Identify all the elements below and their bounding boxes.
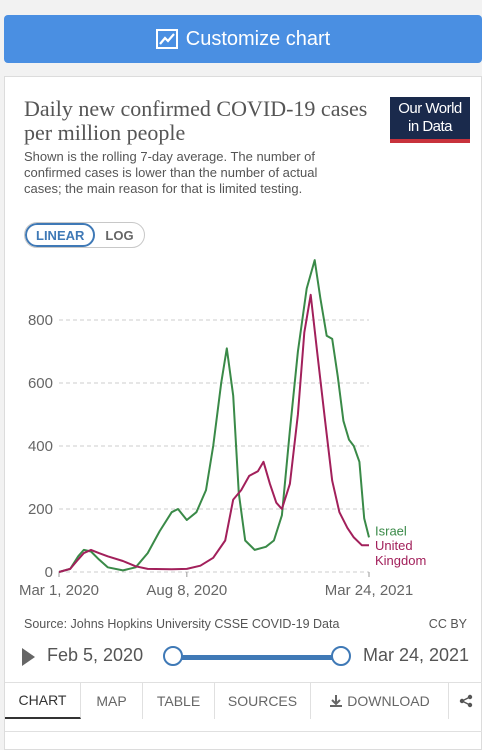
- logo-line-1: Our World: [398, 100, 462, 117]
- tab-bar: CHART MAP TABLE SOURCES DOWNLOAD: [5, 682, 482, 719]
- series-label-line: Kingdom: [375, 553, 426, 568]
- timeline-end-label: Mar 24, 2021: [363, 645, 470, 665]
- chart-card: Daily new confirmed COVID-19 cases per m…: [4, 76, 482, 750]
- customize-chart-label: Customize chart: [185, 27, 331, 50]
- chart-title: Daily new confirmed COVID-19 cases per m…: [24, 96, 368, 145]
- source-note[interactable]: Source: Johns Hopkins University CSSE CO…: [24, 617, 340, 631]
- series-label: United Kingdom: [375, 538, 426, 568]
- line-chart-icon: [155, 29, 178, 49]
- tab-table[interactable]: TABLE: [143, 683, 215, 719]
- license-label[interactable]: CC BY: [428, 617, 467, 631]
- share-icon: [459, 694, 473, 708]
- tab-map[interactable]: MAP: [81, 683, 143, 719]
- timeline-start-label: Feb 5, 2020: [47, 645, 144, 665]
- y-tick-label: 800: [28, 312, 53, 329]
- logo-line-2: in Data: [407, 118, 453, 135]
- tab-chart[interactable]: CHART: [5, 683, 81, 719]
- tab-download[interactable]: DOWNLOAD: [311, 683, 449, 719]
- timeline-track[interactable]: [173, 655, 341, 660]
- series-label-line: United: [375, 538, 413, 553]
- x-tick-label: Mar 1, 2020: [19, 582, 99, 599]
- line-chart: 0 200 400 600 800 Mar 1, 2020 Aug 8, 2020 Mar 2…: [19, 259, 426, 599]
- owid-logo[interactable]: Our World in Data: [390, 97, 470, 143]
- x-tick-label: Aug 8, 2020: [146, 582, 227, 599]
- chart-subtitle: Shown is the rolling 7-day average. The …: [24, 149, 318, 196]
- y-tick-label: 400: [28, 438, 53, 455]
- series-line: [58, 259, 370, 573]
- y-tick-label: 0: [45, 564, 53, 581]
- share-button[interactable]: [449, 683, 482, 719]
- tab-sources[interactable]: SOURCES: [215, 683, 311, 719]
- linear-scale-option[interactable]: LINEAR: [25, 223, 96, 247]
- y-tick-label: 600: [28, 375, 53, 392]
- scale-toggle: LINEAR LOG: [24, 222, 145, 248]
- tab-download-label: DOWNLOAD: [347, 693, 430, 709]
- timeline: Feb 5, 2020 Mar 24, 2021: [5, 643, 482, 671]
- timeline-end-handle[interactable]: [331, 646, 351, 666]
- y-tick-label: 200: [28, 501, 53, 518]
- series-label: Israel: [375, 523, 407, 538]
- download-icon: [330, 695, 343, 707]
- customize-chart-button[interactable]: Customize chart: [4, 15, 482, 63]
- series-line: [58, 293, 369, 573]
- play-icon[interactable]: [22, 648, 35, 666]
- bottom-rule: [5, 731, 482, 732]
- x-tick-label: Mar 24, 2021: [325, 582, 413, 599]
- timeline-start-handle[interactable]: [163, 646, 183, 666]
- log-scale-option[interactable]: LOG: [105, 228, 134, 243]
